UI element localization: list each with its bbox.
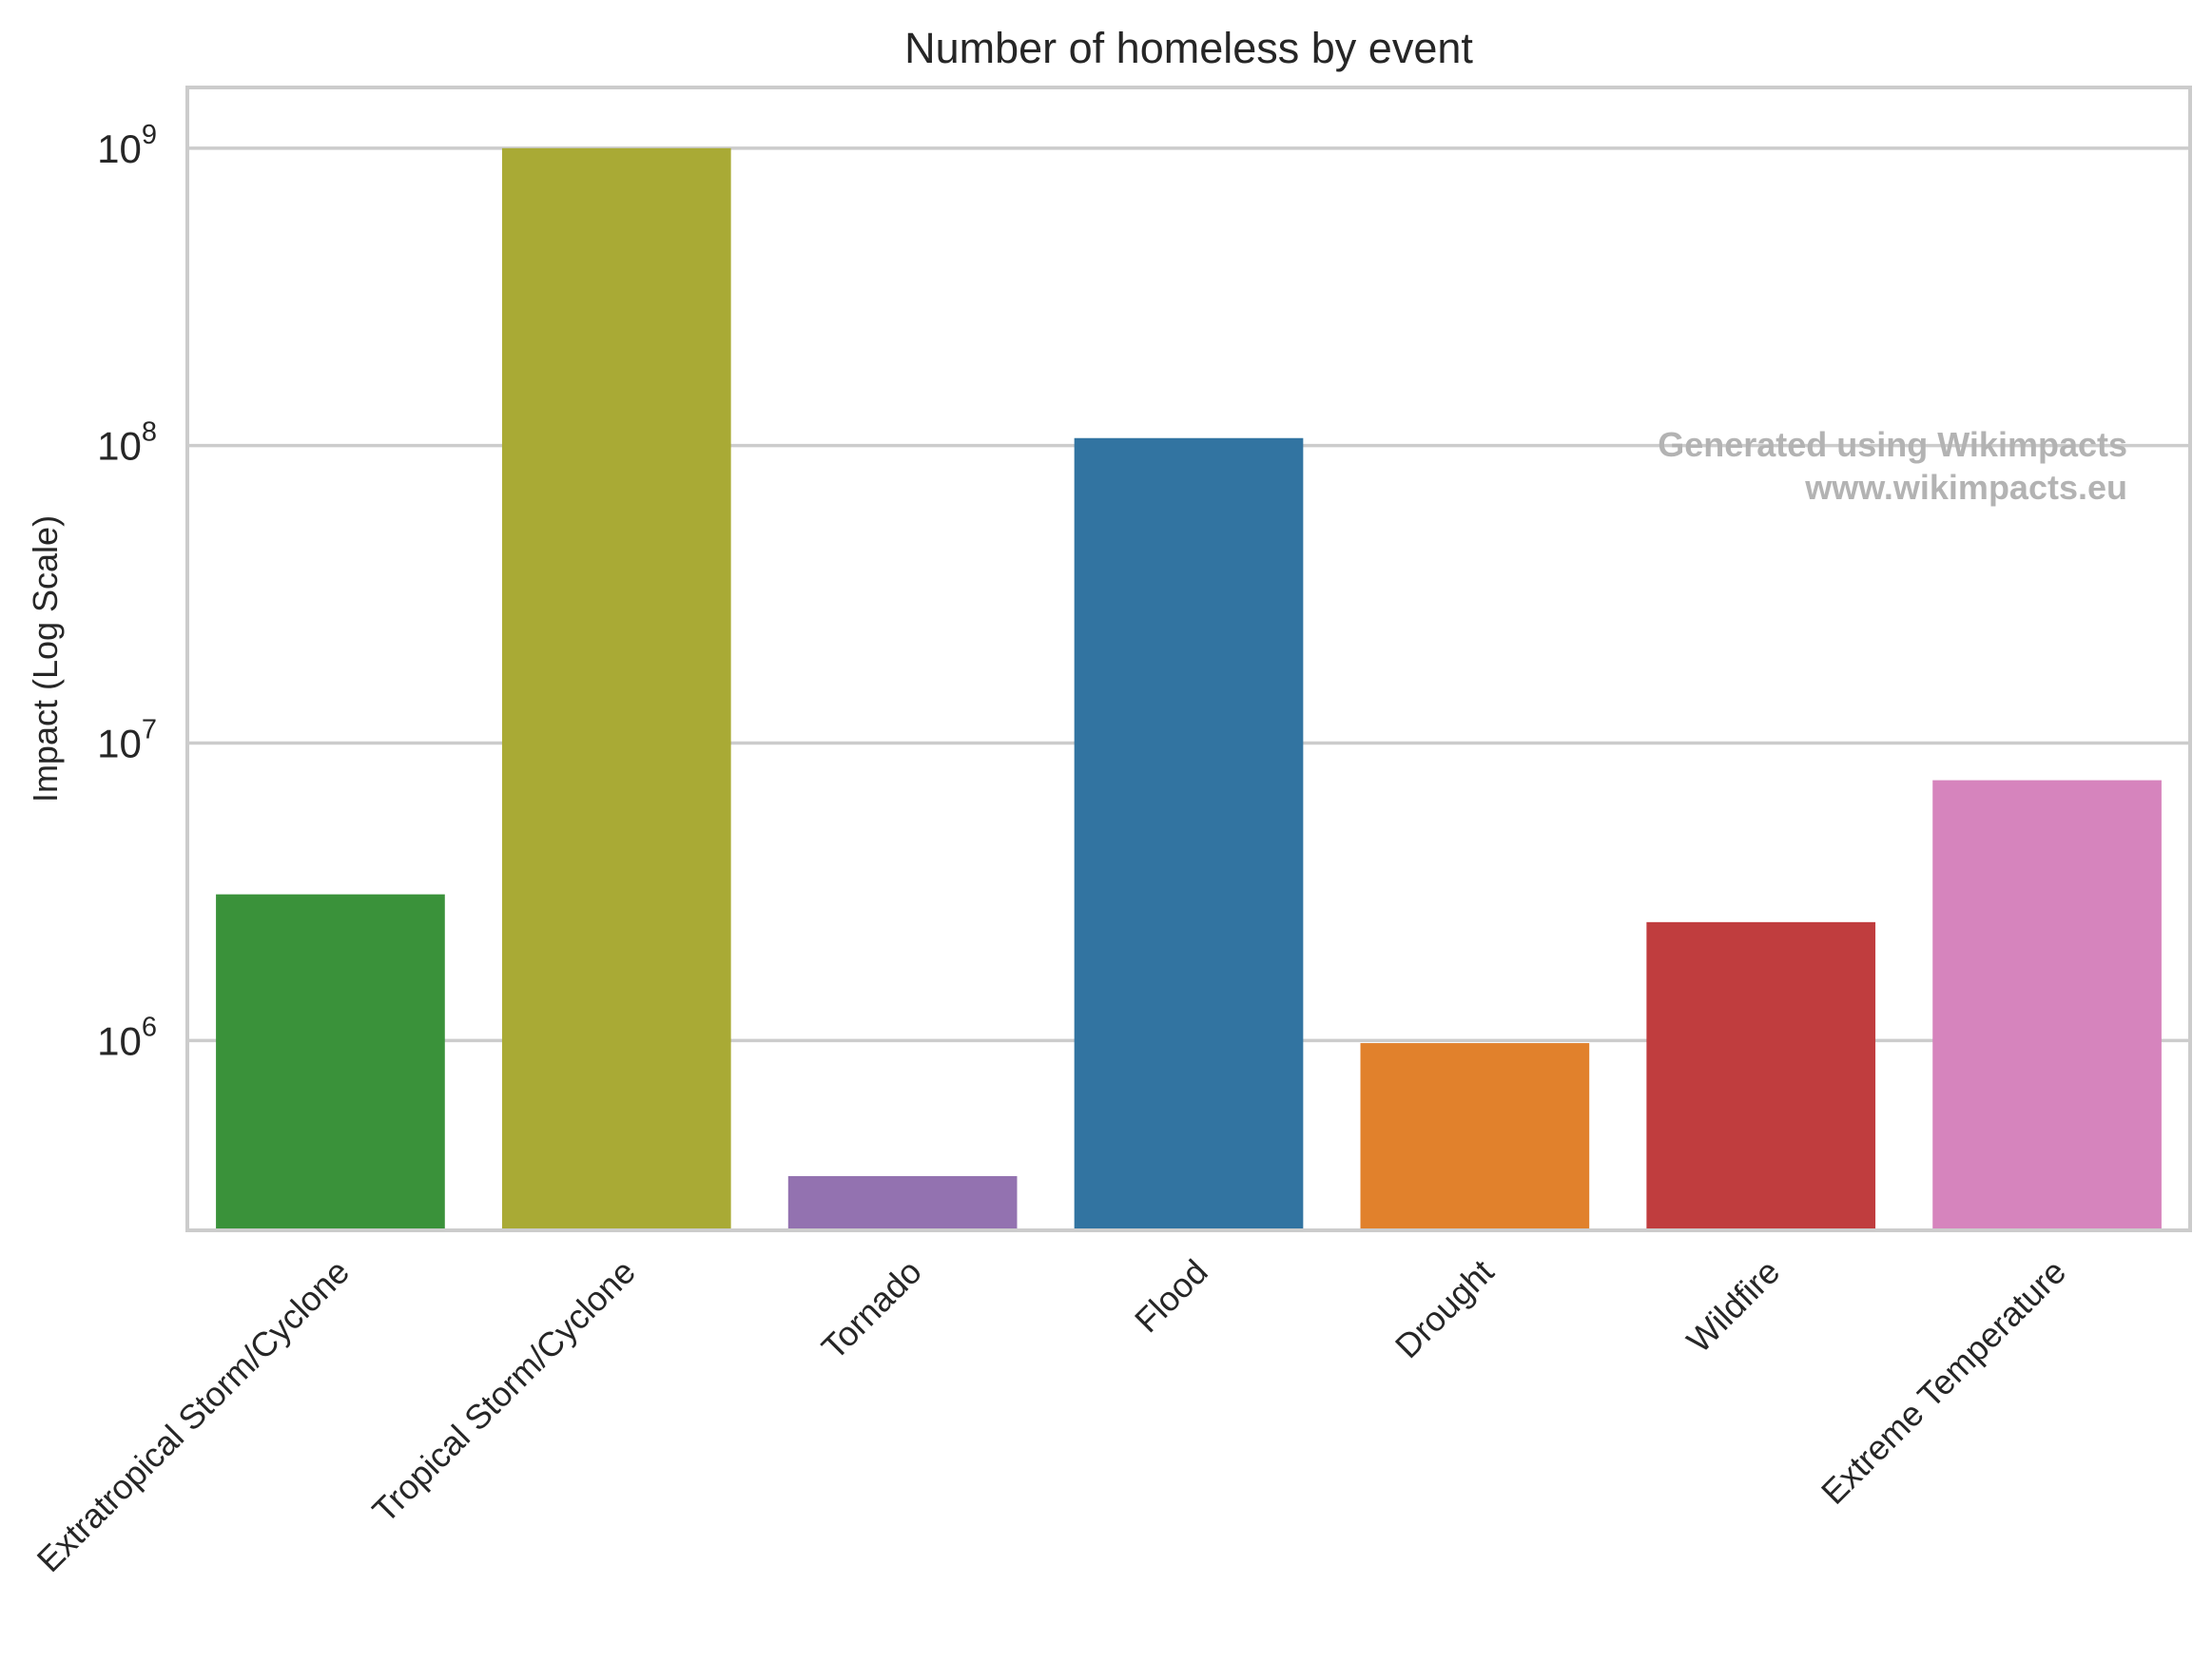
y-axis-label: Impact (Log Scale) (26, 515, 65, 802)
x-tick-label: Tornado (814, 1252, 929, 1367)
bar (787, 1175, 1018, 1230)
y-tick-label: 109 (97, 120, 157, 171)
y-tick-label: 108 (97, 417, 157, 469)
x-tick-label: Extreme Temperature (1814, 1252, 2073, 1512)
x-tick-label: Tropical Storm/Cyclone (364, 1252, 643, 1531)
y-tick-exponent: 8 (142, 417, 157, 448)
bar (1074, 437, 1304, 1230)
plot-frame (185, 86, 2192, 1232)
y-tick-exponent: 6 (142, 1012, 157, 1042)
y-tick-base: 10 (97, 722, 142, 766)
y-tick-exponent: 9 (142, 120, 157, 150)
bar (1932, 780, 2162, 1230)
bars (216, 147, 2162, 1231)
watermark-line-1: Generated using Wikimpacts (1658, 425, 2127, 464)
y-tick-base: 10 (97, 424, 142, 469)
y-tick-exponent: 7 (142, 715, 157, 745)
x-axis-ticks: Extratropical Storm/Cyclone Tropical Stor… (29, 1252, 2074, 1579)
x-tick-label: Drought (1387, 1252, 1502, 1366)
bar (216, 894, 445, 1230)
y-tick-label: 107 (97, 715, 157, 766)
y-tick-base: 10 (97, 126, 142, 171)
bar (1360, 1043, 1590, 1230)
y-tick-base: 10 (97, 1018, 142, 1063)
watermark-line-2: www.wikimpacts.eu (1804, 468, 2127, 507)
bar (501, 147, 731, 1231)
x-tick-label: Extratropical Storm/Cyclone (29, 1252, 357, 1579)
y-tick-label: 106 (97, 1012, 157, 1063)
x-tick-label: Flood (1127, 1252, 1215, 1341)
x-tick-label: Wildfire (1679, 1252, 1788, 1361)
bar (1646, 921, 1876, 1230)
chart-title: Number of homeless by event (904, 24, 1473, 72)
